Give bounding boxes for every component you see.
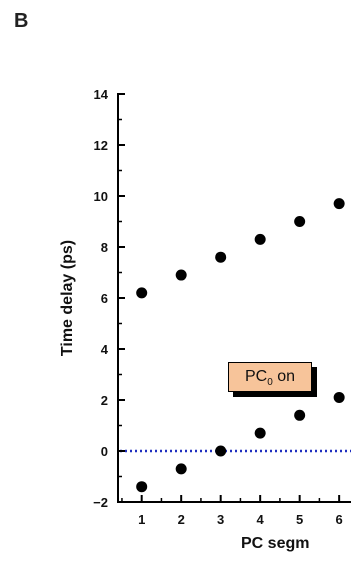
x-tick-label: 6 <box>336 512 343 527</box>
y-axis-title: Time delay (ps) <box>59 240 76 356</box>
y-tick-label: 10 <box>94 189 108 204</box>
data-point <box>294 216 306 227</box>
y-tick-label: −2 <box>93 495 108 510</box>
data-point <box>175 269 187 281</box>
x-ticks: 1 2 3 4 5 6 <box>121 495 343 527</box>
data-point <box>333 391 345 403</box>
data-point <box>215 251 227 263</box>
data-point <box>136 481 148 493</box>
x-tick-label: 1 <box>138 512 145 527</box>
y-tick-label: 0 <box>101 444 108 459</box>
panel-label: B <box>14 10 29 32</box>
data-point <box>175 463 187 475</box>
data-point <box>294 409 306 421</box>
y-tick-label: 14 <box>94 87 109 102</box>
annotation-text-main: PC <box>244 368 268 385</box>
data-point <box>215 445 227 457</box>
x-tick-label: 5 <box>296 512 303 527</box>
x-tick-label: 2 <box>178 512 185 527</box>
annotation-text-sub: 0 <box>267 377 273 389</box>
y-tick-label: 4 <box>101 342 109 357</box>
data-point <box>254 233 266 245</box>
y-tick-label: 12 <box>94 138 108 153</box>
x-tick-label: 4 <box>257 512 265 527</box>
y-tick-label: 2 <box>101 393 108 408</box>
y-ticks: −2 0 2 4 6 8 10 12 14 <box>93 87 125 510</box>
data-point <box>136 287 148 299</box>
y-tick-label: 6 <box>101 291 108 306</box>
annotation-text-suffix: on <box>272 368 296 385</box>
x-axis-title: PC segm <box>241 535 309 552</box>
axes <box>117 93 351 503</box>
data-point <box>254 427 266 439</box>
data-points <box>136 198 345 493</box>
y-tick-label: 8 <box>101 240 108 255</box>
data-point <box>333 198 345 210</box>
x-tick-label: 3 <box>217 512 224 527</box>
annotation-label: PC0 on <box>228 362 312 392</box>
